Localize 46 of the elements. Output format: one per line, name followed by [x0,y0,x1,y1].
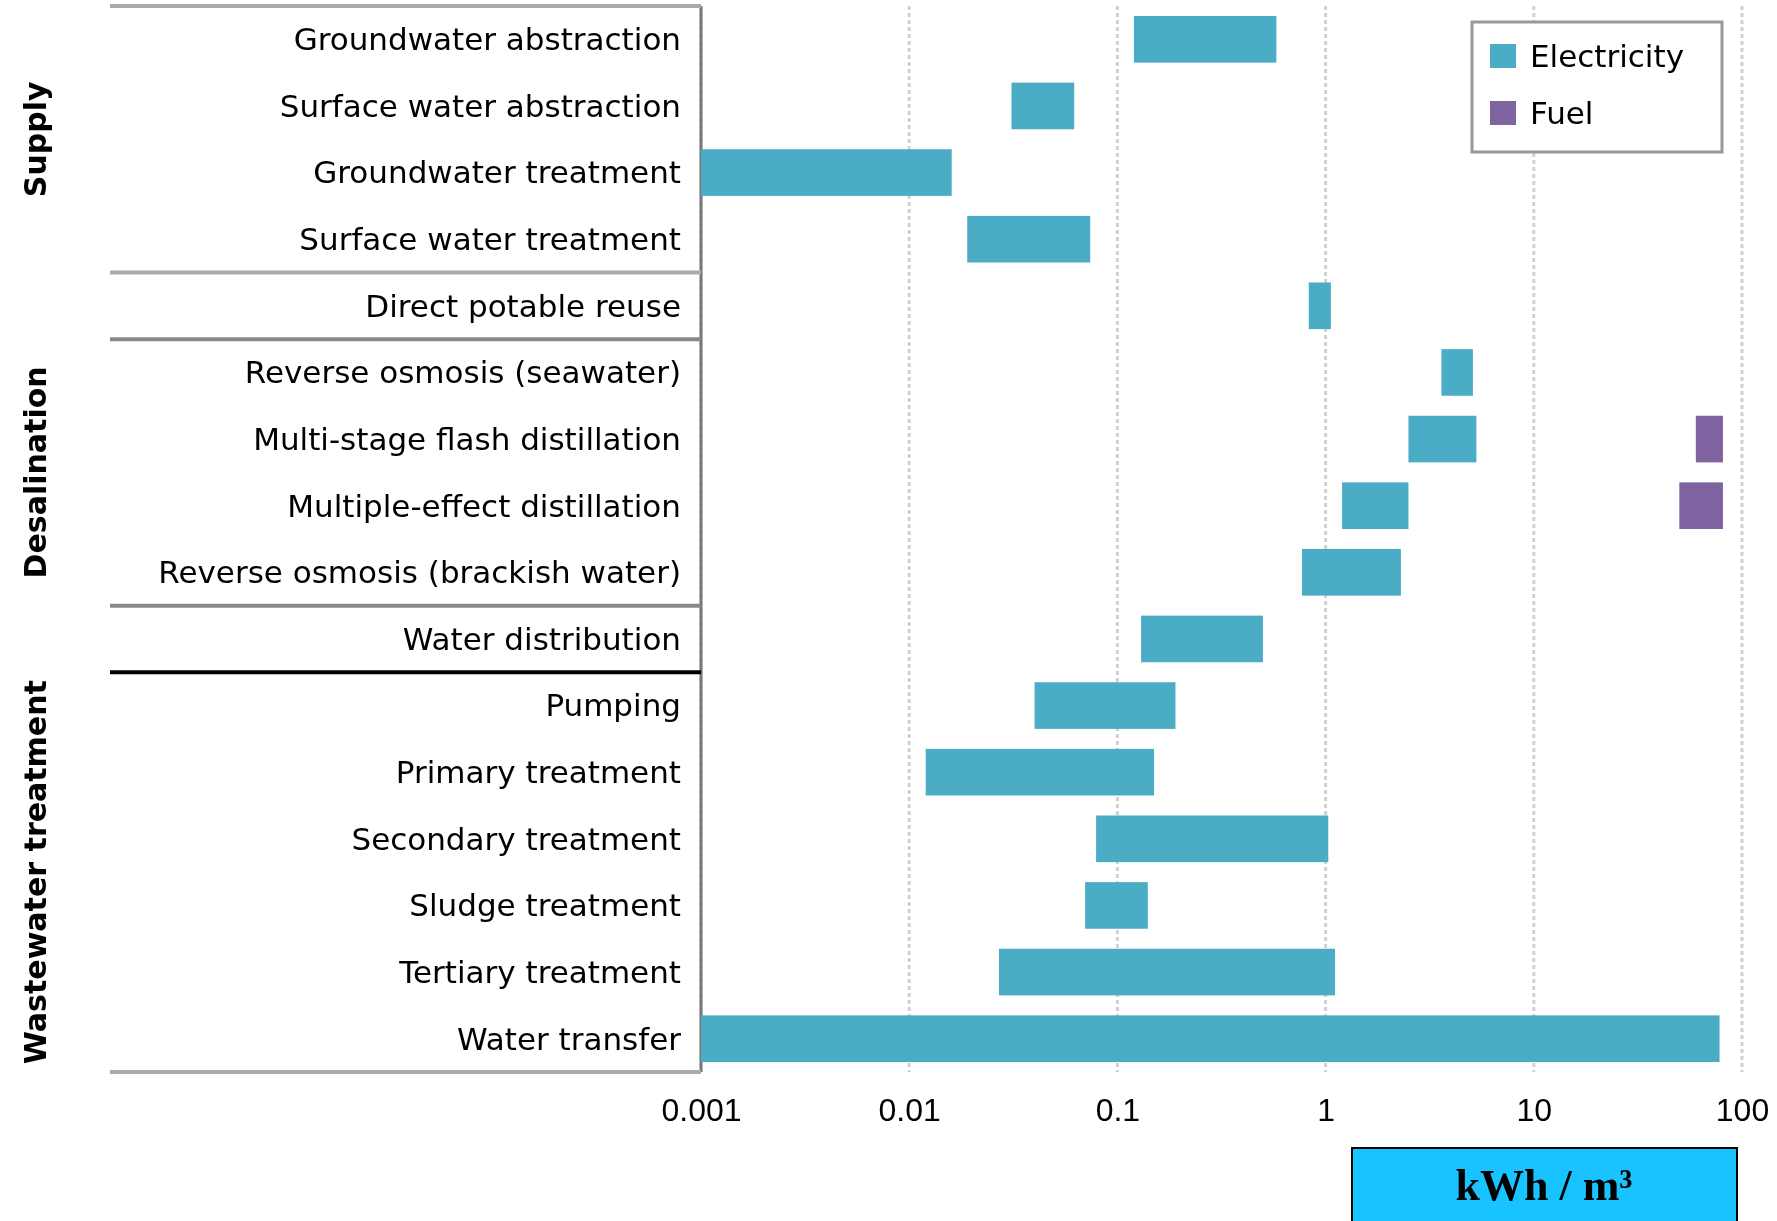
y-tick-label: Multi-stage flash distillation [253,420,681,457]
y-tick-label: Reverse osmosis (seawater) [244,354,681,391]
y-tick-label: Tertiary treatment [398,953,681,990]
y-tick-label: Sludge treatment [409,887,681,924]
y-tick-label: Secondary treatment [351,820,681,857]
x-tick-label: 1 [1317,1091,1335,1128]
bar [1011,82,1075,130]
y-tick-label: Groundwater treatment [313,154,681,191]
x-axis-title: kWh / m³ [1455,1161,1633,1210]
bar [1096,815,1329,863]
bar [1034,682,1176,729]
text: Desalination [18,366,53,579]
text: Wastewater treatment [18,680,53,1065]
bar [999,948,1336,996]
y-tick-label: Surface water abstraction [279,87,681,124]
bar [1408,415,1477,463]
bar [1308,282,1331,330]
x-tick-label: 0.001 [661,1091,742,1128]
y-tick-label: Surface water treatment [299,221,681,258]
x-tick-label: 0.1 [1095,1091,1141,1128]
bar [701,149,952,196]
legend-label: Fuel [1530,94,1594,131]
y-tick-label: Pumping [545,687,681,724]
x-tick-label: 10 [1516,1091,1553,1128]
x-tick-label: 100 [1715,1091,1770,1128]
legend-label: Electricity [1530,37,1684,74]
y-tick-label: Groundwater abstraction [293,21,681,58]
y-tick-label: Water transfer [457,1020,682,1057]
x-tick-label: 0.01 [878,1091,941,1128]
bar [1141,615,1263,663]
bar [1133,15,1277,63]
bar [1342,482,1409,530]
y-tick-label: Direct potable reuse [365,287,681,324]
y-tick-label: Water distribution [402,620,681,657]
bar [701,1015,1720,1063]
bar [967,215,1091,263]
y-tick-label: Multiple-effect distillation [287,487,681,524]
bar [925,748,1155,796]
bar [1085,882,1148,929]
text: Supply [18,80,53,198]
bar [1301,548,1401,596]
y-tick-label: Primary treatment [395,754,681,791]
y-tick-label: Reverse osmosis (brackish water) [158,554,681,591]
bar [1441,349,1473,396]
bar [1695,415,1723,463]
bar [1679,482,1723,530]
